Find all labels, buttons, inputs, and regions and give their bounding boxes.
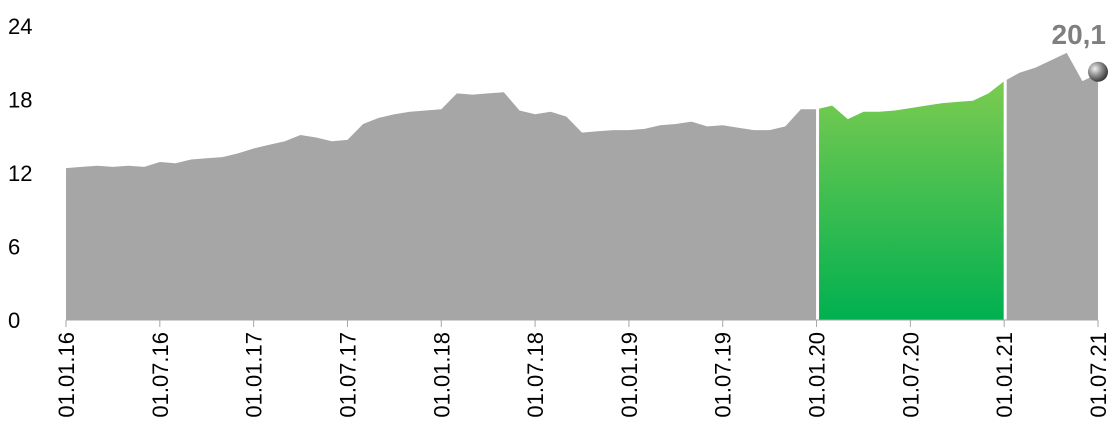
x-tick-label: 01.01.20 xyxy=(805,332,830,418)
labels: 20,1 xyxy=(1052,19,1108,82)
x-tick-label: 01.01.21 xyxy=(992,332,1017,418)
y-tick-label: 18 xyxy=(8,88,32,113)
y-tick-label: 24 xyxy=(8,14,32,39)
y-tick-label: 6 xyxy=(8,235,20,260)
x-tick-label: 01.07.20 xyxy=(898,332,923,418)
x-tick-label: 01.07.21 xyxy=(1086,332,1111,418)
highlight-area xyxy=(816,81,1005,320)
y-tick-label: 12 xyxy=(8,161,32,186)
area-series-segment xyxy=(66,92,817,320)
x-tick-label: 01.01.19 xyxy=(617,332,642,418)
x-tick-label: 01.07.16 xyxy=(148,332,173,418)
axes: 0 6 12 18 24 01.01.16 01.07.16 01.01.17 01.07.17… xyxy=(8,14,1111,418)
x-tick-label: 01.01.16 xyxy=(54,332,79,418)
y-tick-label: 0 xyxy=(8,308,20,333)
x-tick-label: 01.07.18 xyxy=(523,332,548,418)
last-value-label: 20,1 xyxy=(1052,19,1107,50)
x-tick-label: 01.07.17 xyxy=(335,332,360,418)
x-tick-label: 01.07.19 xyxy=(711,332,736,418)
plot-area xyxy=(66,26,1098,321)
area-series-segment xyxy=(1004,52,1098,321)
x-tick-label: 01.01.18 xyxy=(429,332,454,418)
last-value-marker xyxy=(1088,61,1108,82)
x-tick-label: 01.01.17 xyxy=(242,332,267,418)
